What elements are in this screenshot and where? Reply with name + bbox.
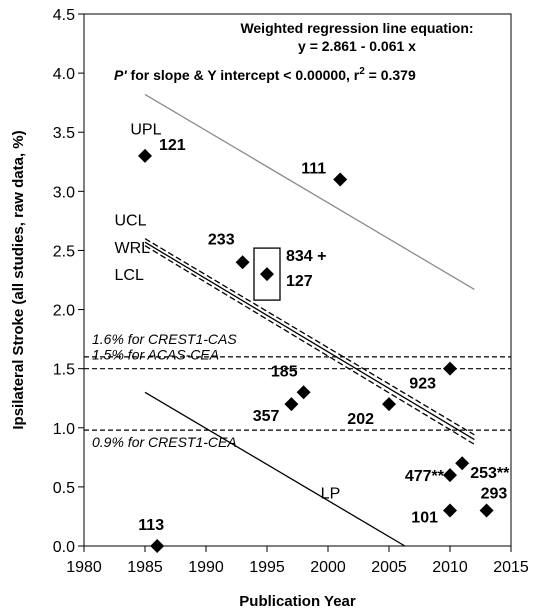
line-label-lcl: LCL: [115, 267, 144, 284]
reference-line-label: 0.9% for CREST1-CEA: [92, 434, 237, 450]
line-label-upl: UPL: [130, 122, 161, 139]
point-label: 923: [409, 376, 436, 393]
line-lcl: [144, 245, 475, 445]
r-squared-superscript: 2: [359, 66, 365, 77]
data-point: [479, 503, 494, 518]
point-label: 233: [208, 231, 235, 248]
data-point: [138, 148, 152, 163]
y-tick-label: 1.5: [53, 362, 75, 379]
data-point: [443, 468, 457, 483]
data-point: [235, 255, 250, 270]
x-tick-label: 2005: [371, 559, 407, 576]
line-upl: [144, 93, 475, 291]
x-tick-label: 2000: [310, 559, 346, 576]
data-point: [260, 267, 274, 282]
y-tick-label: 1.0: [53, 421, 75, 438]
x-tick-label: 1995: [249, 559, 285, 576]
y-tick-label: 2.0: [53, 303, 75, 320]
y-tick-label: 0.5: [53, 480, 75, 497]
annotation-p-value: P' for slope & Y intercept < 0.00000, r2…: [114, 66, 416, 83]
reference-line-label: 1.5% for ACAS-CEA: [92, 347, 219, 363]
p-prime-symbol: P': [114, 67, 127, 83]
plot-frame: [83, 13, 512, 547]
data-point: [443, 503, 457, 518]
point-label: 127: [286, 273, 313, 290]
x-tick-label: 1985: [127, 559, 163, 576]
line-label-ucl: UCL: [115, 213, 147, 230]
line-lp: [144, 391, 406, 547]
data-point: [284, 397, 299, 412]
point-label: 293: [481, 486, 508, 503]
x-tick-label: 1980: [66, 559, 102, 576]
line-label-wrl: WRL: [115, 240, 151, 257]
line-label-lp: LP: [321, 486, 341, 503]
point-label: 101: [411, 510, 438, 527]
point-label: 834 +: [286, 248, 326, 265]
point-label: 185: [271, 363, 298, 380]
y-tick-label: 4.5: [53, 7, 75, 24]
y-tick-label: 0.0: [53, 539, 75, 556]
annotation-equation: y = 2.861 - 0.061 x: [298, 38, 416, 54]
data-point: [382, 397, 396, 412]
r-squared-value: = 0.379: [365, 67, 416, 83]
annotation-title: Weighted regression line equation:: [240, 20, 473, 36]
y-tick-label: 3.0: [53, 184, 75, 201]
y-tick-label: 3.5: [53, 125, 75, 142]
x-axis-title: Publication Year: [239, 593, 356, 610]
point-label: 477**: [405, 468, 445, 485]
x-tick-label: 1990: [188, 559, 224, 576]
x-tick-label: 2015: [493, 559, 529, 576]
point-label: 121: [159, 137, 186, 154]
highlight-box: [253, 247, 281, 301]
y-tick-label: 2.5: [53, 243, 75, 260]
point-label: 113: [138, 517, 164, 534]
y-axis-title: Ipsilateral Stroke (all studies, raw dat…: [10, 130, 27, 429]
point-label: 111: [301, 161, 326, 178]
point-label: 357: [253, 408, 280, 425]
data-point: [455, 456, 470, 471]
reference-line-label: 1.6% for CREST1-CAS: [92, 331, 237, 347]
point-label: 253**: [470, 465, 510, 482]
data-point: [443, 361, 457, 376]
data-point: [333, 172, 348, 187]
line-wrl: [144, 241, 475, 441]
plot-area: 1980 1985 1990 1995 2000 2005 2010 2015 0.0 0.5 1.…: [10, 7, 529, 610]
x-tick-label: 2010: [432, 559, 468, 576]
y-tick-label: 4.0: [53, 66, 75, 83]
data-point: [150, 539, 165, 553]
p-value-text: for slope & Y intercept < 0.00000, r: [127, 67, 360, 83]
line-ucl: [144, 238, 475, 436]
data-point: [296, 385, 311, 400]
point-label: 202: [347, 411, 374, 428]
